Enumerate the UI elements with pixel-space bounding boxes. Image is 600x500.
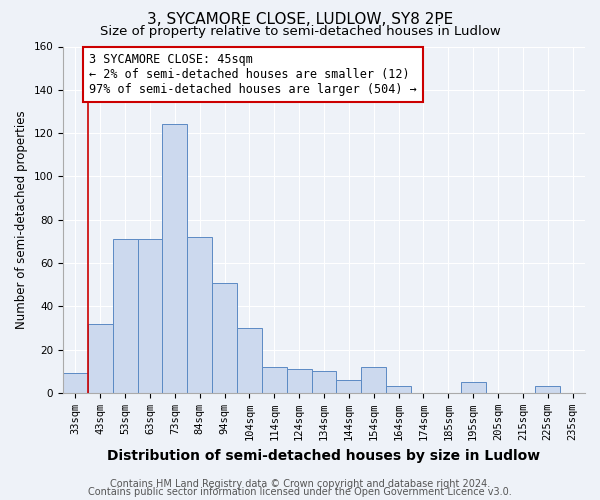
Bar bbox=[262, 367, 287, 393]
Bar bbox=[163, 124, 187, 393]
Text: 3, SYCAMORE CLOSE, LUDLOW, SY8 2PE: 3, SYCAMORE CLOSE, LUDLOW, SY8 2PE bbox=[147, 12, 453, 28]
Bar bbox=[88, 324, 113, 393]
Bar bbox=[63, 374, 88, 393]
Bar bbox=[386, 386, 411, 393]
Bar bbox=[535, 386, 560, 393]
Bar bbox=[212, 282, 237, 393]
X-axis label: Distribution of semi-detached houses by size in Ludlow: Distribution of semi-detached houses by … bbox=[107, 448, 541, 462]
Bar bbox=[337, 380, 361, 393]
Text: Contains public sector information licensed under the Open Government Licence v3: Contains public sector information licen… bbox=[88, 487, 512, 497]
Text: Contains HM Land Registry data © Crown copyright and database right 2024.: Contains HM Land Registry data © Crown c… bbox=[110, 479, 490, 489]
Bar bbox=[187, 237, 212, 393]
Bar bbox=[137, 239, 163, 393]
Text: Size of property relative to semi-detached houses in Ludlow: Size of property relative to semi-detach… bbox=[100, 25, 500, 38]
Text: 3 SYCAMORE CLOSE: 45sqm
← 2% of semi-detached houses are smaller (12)
97% of sem: 3 SYCAMORE CLOSE: 45sqm ← 2% of semi-det… bbox=[89, 53, 417, 96]
Bar bbox=[461, 382, 485, 393]
Bar bbox=[287, 369, 311, 393]
Y-axis label: Number of semi-detached properties: Number of semi-detached properties bbox=[15, 110, 28, 329]
Bar bbox=[361, 367, 386, 393]
Bar bbox=[311, 372, 337, 393]
Bar bbox=[237, 328, 262, 393]
Bar bbox=[113, 239, 137, 393]
